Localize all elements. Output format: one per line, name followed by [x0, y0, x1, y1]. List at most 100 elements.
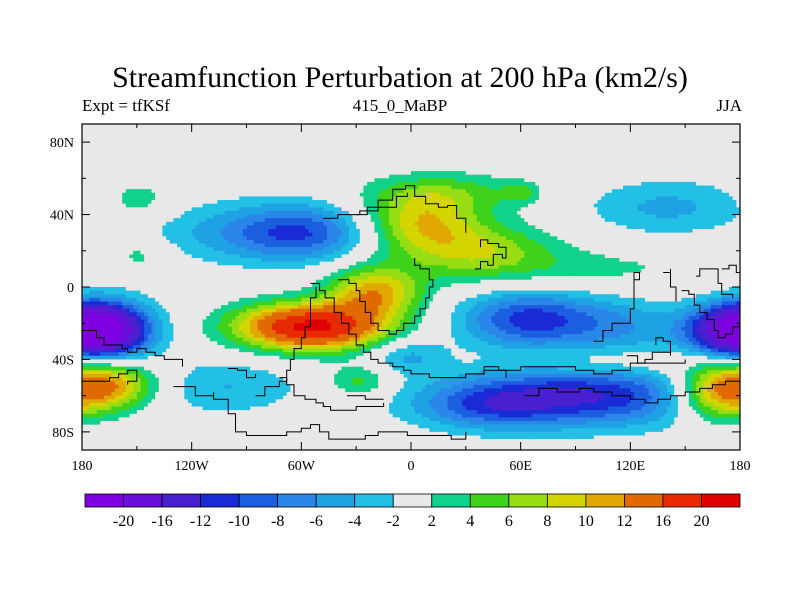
field-cell	[177, 138, 181, 142]
field-cell	[290, 204, 294, 208]
field-cell	[722, 167, 726, 171]
field-cell	[594, 204, 598, 208]
field-cell	[484, 157, 488, 161]
field-cell	[130, 128, 134, 132]
field-cell	[619, 135, 623, 139]
field-cell	[316, 124, 320, 128]
field-cell	[692, 149, 696, 153]
field-cell	[495, 142, 499, 146]
field-cell	[243, 171, 247, 175]
field-cell	[360, 157, 364, 161]
field-cell	[455, 128, 459, 132]
field-cell	[250, 167, 254, 171]
field-cell	[349, 171, 353, 175]
field-cell	[652, 175, 656, 179]
field-cell	[459, 171, 463, 175]
field-cell	[554, 196, 558, 200]
field-cell	[608, 153, 612, 157]
field-cell	[148, 135, 152, 139]
field-cell	[645, 124, 649, 128]
field-cell	[722, 207, 726, 211]
field-cell	[228, 142, 232, 146]
field-cell	[342, 164, 346, 168]
field-cell	[206, 135, 210, 139]
field-cell	[320, 189, 324, 193]
field-cell	[495, 186, 499, 190]
field-cell	[82, 131, 86, 135]
field-cell	[656, 178, 660, 182]
field-cell	[546, 186, 550, 190]
field-cell	[338, 218, 342, 222]
field-cell	[378, 153, 382, 157]
field-cell	[641, 167, 645, 171]
field-cell	[294, 196, 298, 200]
field-cell	[576, 189, 580, 193]
field-cell	[451, 142, 455, 146]
field-cell	[371, 215, 375, 219]
field-cell	[316, 135, 320, 139]
field-cell	[590, 142, 594, 146]
field-cell	[257, 222, 261, 226]
field-cell	[722, 164, 726, 168]
field-cell	[192, 167, 196, 171]
field-cell	[718, 189, 722, 193]
field-cell	[305, 200, 309, 204]
field-cell	[257, 153, 261, 157]
field-cell	[173, 178, 177, 182]
field-cell	[411, 204, 415, 208]
field-cell	[342, 182, 346, 186]
field-cell	[294, 189, 298, 193]
field-cell	[177, 200, 181, 204]
field-cell	[225, 160, 229, 164]
field-cell	[159, 164, 163, 168]
field-cell	[440, 200, 444, 204]
field-cell	[692, 157, 696, 161]
field-cell	[554, 149, 558, 153]
field-cell	[711, 131, 715, 135]
field-cell	[510, 167, 514, 171]
field-cell	[605, 218, 609, 222]
field-cell	[385, 149, 389, 153]
field-cell	[385, 200, 389, 204]
field-cell	[294, 135, 298, 139]
field-cell	[305, 189, 309, 193]
field-cell	[203, 149, 207, 153]
field-cell	[513, 207, 517, 211]
field-cell	[122, 200, 126, 204]
field-cell	[480, 175, 484, 179]
field-cell	[638, 157, 642, 161]
field-cell	[696, 160, 700, 164]
field-cell	[586, 186, 590, 190]
field-cell	[473, 138, 477, 142]
field-cell	[678, 153, 682, 157]
field-cell	[210, 131, 214, 135]
field-cell	[572, 215, 576, 219]
field-cell	[382, 149, 386, 153]
field-cell	[685, 171, 689, 175]
field-cell	[612, 160, 616, 164]
field-cell	[140, 218, 144, 222]
field-cell	[356, 146, 360, 150]
field-cell	[477, 182, 481, 186]
field-cell	[590, 131, 594, 135]
field-cell	[707, 207, 711, 211]
field-cell	[722, 200, 726, 204]
field-cell	[451, 164, 455, 168]
field-cell	[682, 164, 686, 168]
field-cell	[250, 131, 254, 135]
field-cell	[601, 175, 605, 179]
field-cell	[440, 146, 444, 150]
field-cell	[638, 196, 642, 200]
field-cell	[671, 153, 675, 157]
field-cell	[524, 211, 528, 215]
field-cell	[619, 196, 623, 200]
field-cell	[323, 138, 327, 142]
field-cell	[389, 175, 393, 179]
field-cell	[298, 182, 302, 186]
field-cell	[323, 167, 327, 171]
field-cell	[535, 131, 539, 135]
field-cell	[601, 178, 605, 182]
field-cell	[327, 135, 331, 139]
field-cell	[579, 124, 583, 128]
field-cell	[411, 124, 415, 128]
